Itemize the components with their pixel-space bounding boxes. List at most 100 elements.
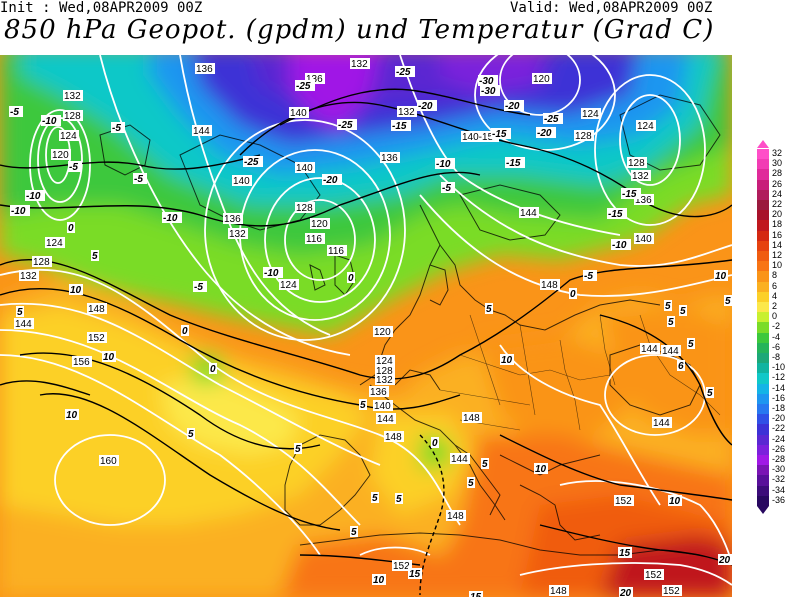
height-label: 140 [296, 163, 313, 174]
temperature-label: 0 [570, 289, 576, 300]
height-label: 136 [196, 64, 213, 75]
height-label-bg [72, 356, 92, 367]
height-label-bg [380, 152, 400, 163]
height-label-bg [397, 106, 417, 117]
temperature-label: 0 [182, 326, 188, 337]
temperature-label-bg [467, 477, 475, 488]
height-label: 136 [306, 74, 323, 85]
temperature-label: -5 [69, 162, 78, 173]
height-label: 120 [52, 150, 69, 161]
temperature-label: 5 [188, 429, 194, 440]
temperature-label: -20 [537, 128, 552, 139]
height-label-bg [519, 207, 539, 218]
temperature-field [0, 55, 732, 597]
temperature-label-bg [687, 338, 695, 349]
temperature-label-bg [162, 212, 182, 223]
temperature-label-bg [480, 85, 500, 96]
height-label: 132 [376, 375, 393, 386]
temperature-label-bg [68, 161, 82, 172]
temperature-label-bg [664, 300, 672, 311]
temperature-label: -5 [442, 183, 451, 194]
temperature-label-bg [667, 316, 675, 327]
height-label: 120 [533, 74, 550, 85]
temperature-label: -10 [612, 240, 627, 251]
temperature-label: -10 [436, 159, 451, 170]
height-label-bg [350, 58, 370, 69]
height-label-bg [446, 510, 466, 521]
legend-swatch [757, 291, 769, 303]
temperature-label: -15 [392, 121, 407, 132]
legend-swatch [757, 414, 769, 425]
color-legend: 32 30 28 26 24 22 20 18 16 14 12 10 8 6 4 2 0 -2 -4 -6 -8 -10… [752, 140, 790, 514]
height-label-bg [327, 245, 347, 256]
legend-label: 12 [772, 250, 783, 260]
temperature-label-bg [294, 443, 302, 454]
temperature-label: 0 [68, 223, 74, 234]
temperature-label-bg [10, 205, 30, 216]
temperature-label-bg [485, 303, 493, 314]
temperature-label-bg [133, 173, 147, 184]
legend-swatch [757, 363, 769, 374]
height-label: 144 [451, 454, 468, 465]
temperature-label: -25 [544, 114, 559, 125]
temperature-label-bg [500, 354, 514, 365]
height-label-bg [223, 213, 243, 224]
height-label-bg [192, 125, 212, 136]
legend-label: 18 [772, 219, 783, 230]
legend-label: -4 [772, 331, 781, 342]
temperature-label-bg [534, 463, 548, 474]
height-label: 120 [374, 327, 391, 338]
height-label: 128 [64, 111, 81, 122]
height-label-bg [644, 569, 664, 580]
height-label: 144 [520, 208, 537, 219]
height-label-bg [634, 194, 654, 205]
temperature-label-bg [469, 591, 483, 597]
height-label: 152 [88, 333, 105, 344]
temperature-label: -10 [26, 191, 41, 202]
temperature-label: 5 [396, 494, 402, 505]
temperature-label: -25 [396, 67, 411, 78]
legend-label: -28 [772, 454, 786, 464]
height-label-bg [195, 63, 215, 74]
height-label: 120 [311, 219, 328, 230]
borders [439, 314, 721, 431]
temperature-label-bg [347, 272, 355, 283]
temperature-label: 5 [295, 444, 301, 455]
height-label: 144 [377, 414, 394, 425]
temperature-label: -10 [163, 213, 178, 224]
temperature-label: -5 [194, 282, 203, 293]
temperature-label-bg [371, 492, 379, 503]
legend-swatch [757, 312, 769, 323]
height-label-bg [305, 73, 325, 84]
legend-swatch [757, 179, 769, 191]
height-label-bg [540, 279, 560, 290]
legend-swatch [757, 271, 769, 283]
legend-label: 32 [772, 148, 783, 158]
temperature-label: 5 [725, 296, 731, 307]
temperature-labels: -25 -25 -30-30 -20 -20 -25 -25 -15 -20 -15 -10 -5 -5… [9, 66, 732, 597]
legend-label: 4 [772, 290, 778, 301]
temperature-label-bg [350, 526, 358, 537]
temperature-label-bg [372, 574, 386, 585]
legend-label: -30 [772, 464, 786, 475]
temperature-label-bg [395, 66, 415, 77]
height-label: 128 [628, 158, 645, 169]
height-label: 124 [376, 356, 393, 367]
legend-label: -12 [772, 372, 786, 383]
temperature-label: 5 [468, 478, 474, 489]
temperature-label-bg [408, 568, 422, 579]
height-label-bg [63, 110, 83, 121]
height-label-bg [45, 237, 65, 248]
temperature-label: 10 [373, 575, 385, 586]
legend-swatch [757, 434, 769, 446]
height-label-bg [228, 228, 248, 239]
temperature-label: -5 [584, 271, 593, 282]
temperature-label-bg [295, 80, 315, 91]
temperature-label-bg [583, 270, 597, 281]
height-label: 148 [541, 280, 558, 291]
temperature-label-bg [102, 351, 116, 362]
height-label: 124 [60, 131, 77, 142]
height-label: 136 [224, 214, 241, 225]
temperature-label-bg [395, 493, 403, 504]
temperature-label-bg [724, 295, 732, 306]
